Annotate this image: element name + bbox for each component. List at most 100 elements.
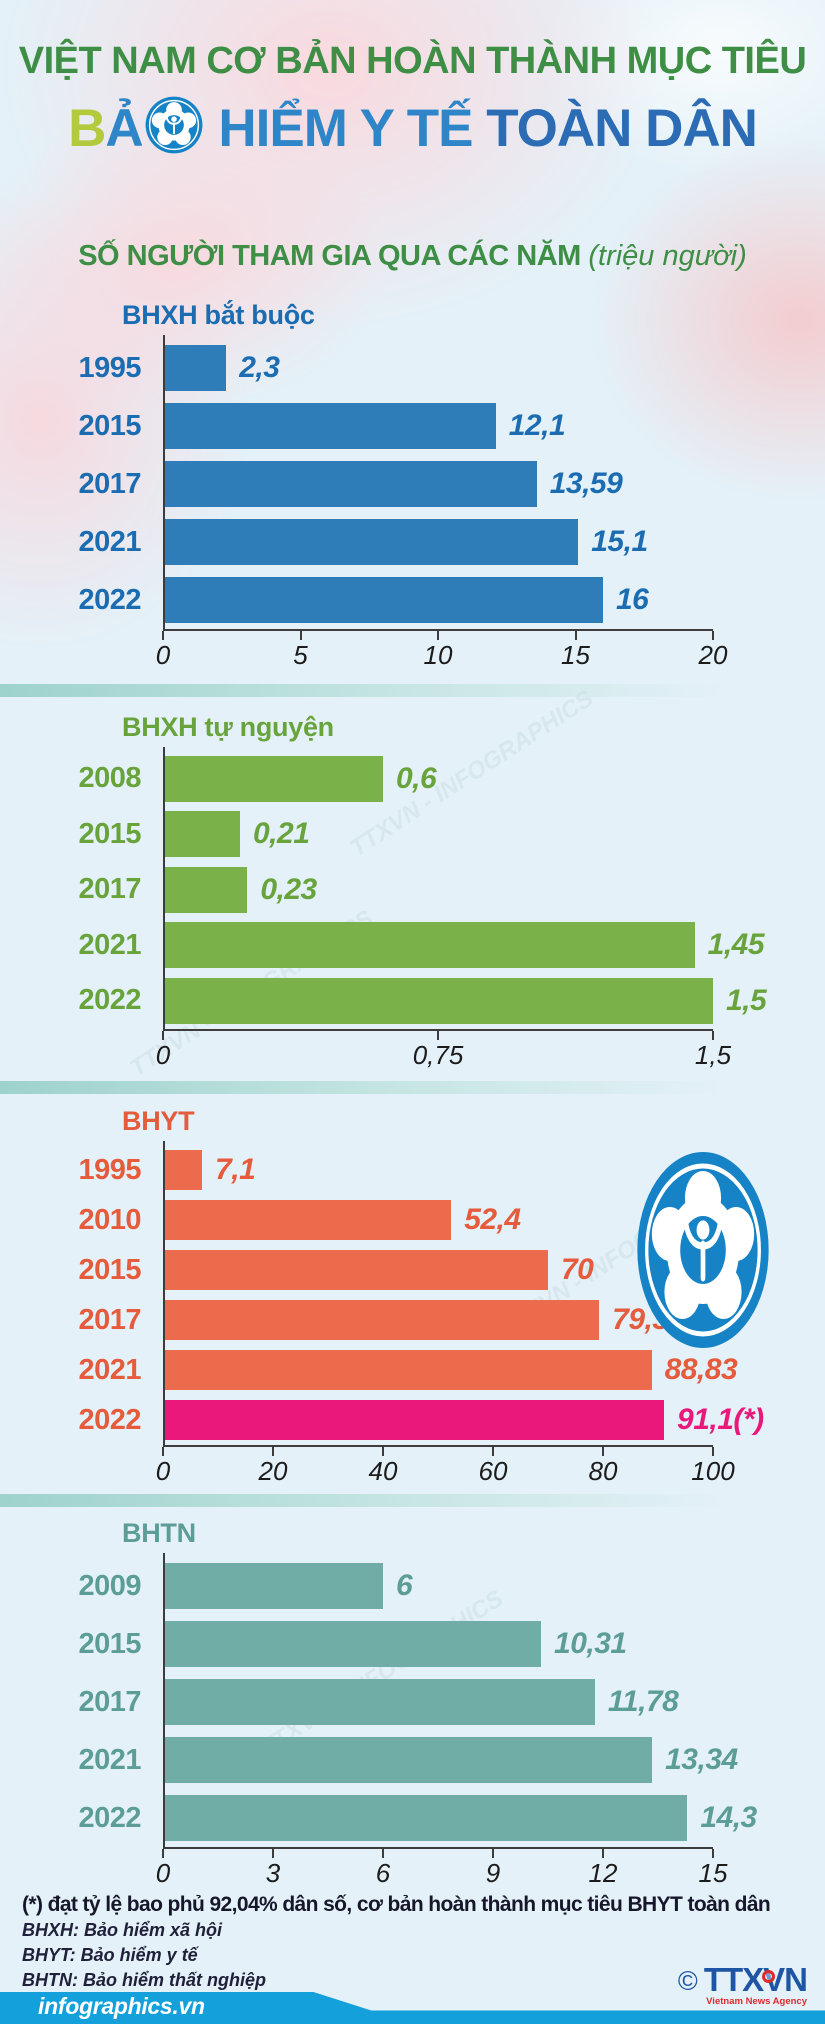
bar: [163, 1795, 688, 1841]
axis-tick: [272, 1447, 274, 1456]
axis-tick-label: 0: [155, 1858, 171, 1888]
axis-tick: [602, 1447, 604, 1456]
axis-tick: [574, 631, 577, 640]
axis-tick-label: 9: [485, 1858, 501, 1888]
chart-row: 2022 91,1(*): [0, 1395, 825, 1445]
abbreviation-bhyt: BHYT: Bảo hiểm y tế: [22, 1945, 198, 1965]
chart-row: 2015 10,31: [0, 1615, 825, 1673]
bar-track: 15,1: [163, 513, 713, 571]
bar: [163, 1563, 383, 1609]
axis-tick: [272, 1849, 274, 1858]
value-label: 13,34: [665, 1743, 738, 1776]
bar: [163, 922, 695, 969]
chart-row: 2021 88,83: [0, 1345, 825, 1395]
bar: [163, 755, 383, 802]
value-label: 2,3: [239, 351, 280, 384]
axis-tick-label: 10: [423, 640, 453, 670]
axis-tick: [602, 1849, 604, 1858]
bar: [163, 1250, 548, 1290]
value-label: 16: [616, 583, 649, 616]
bar-track: 10,31: [163, 1615, 713, 1673]
y-axis-line: [163, 335, 165, 629]
axis-tick-label: 20: [258, 1456, 288, 1486]
bar-track: 79,3: [163, 1295, 713, 1345]
chart-title: BHXH bắt buộc: [122, 300, 315, 330]
axis-tick-label: 80: [588, 1456, 618, 1486]
value-label: 11,78: [607, 1685, 679, 1718]
year-label: 2009: [78, 1569, 141, 1602]
year-label: 2017: [78, 467, 141, 500]
year-label: 2021: [78, 1743, 141, 1776]
bar-track: 88,83: [163, 1345, 738, 1395]
axis-tick-label: 3: [265, 1858, 281, 1888]
chart-row: 2022 14,3: [0, 1789, 825, 1847]
value-label: 0,6: [396, 761, 437, 795]
chart-row: 2017 13,59: [0, 455, 825, 513]
bar: [163, 1300, 600, 1340]
chart-title: BHXH tự nguyện: [122, 712, 334, 742]
value-label: 13,59: [549, 467, 623, 500]
asterisk-footnote: (*) đạt tỷ lệ bao phủ 92,04% dân số, cơ …: [22, 1893, 771, 1916]
chart-bhxh-tu-nguyen: BHXH tự nguyện 2008 0,6 2015 0,21 2017 0,23 20…: [0, 712, 825, 1070]
bar-track: 1,45: [163, 918, 765, 974]
bar: [163, 1350, 652, 1390]
value-label: 1,5: [726, 983, 767, 1017]
bar: [163, 403, 496, 449]
bar-track: 0,21: [163, 807, 713, 863]
bars-area: 2008 0,6 2015 0,21 2017 0,23 2021 1,45 2022 1,5: [0, 747, 825, 1029]
year-label: 2022: [78, 583, 141, 616]
value-label: 1,45: [707, 928, 765, 962]
axis-tick: [712, 1447, 714, 1456]
x-axis: 0 0,75 1,5: [156, 1028, 731, 1070]
axis-tick-label: 20: [698, 640, 728, 670]
bar-track: 13,34: [163, 1731, 738, 1789]
chart-row: 2017 0,23: [0, 862, 825, 918]
globe-icon: [762, 1970, 775, 1983]
year-label: 2021: [78, 928, 141, 961]
year-label: 2017: [78, 1685, 141, 1718]
axis-tick: [162, 1447, 164, 1456]
axis-tick: [382, 1849, 384, 1858]
axis-tick-label: 40: [368, 1456, 398, 1486]
y-axis-line: [163, 1553, 165, 1847]
axis-tick: [162, 631, 164, 640]
axis-tick-label: 5: [293, 640, 308, 670]
abbreviation-bhtn: BHTN: Bảo hiểm thất nghiệp: [22, 1970, 266, 1990]
axis-tick-label: 1,5: [694, 1039, 732, 1070]
year-label: 2021: [78, 1353, 141, 1386]
axis-tick-label: 6: [375, 1858, 391, 1888]
y-axis-line: [163, 747, 165, 1029]
bar: [163, 461, 537, 507]
bar-track: 13,59: [163, 455, 713, 513]
axis-tick-label: 0,75: [412, 1039, 464, 1070]
bar-track: 0,6: [163, 751, 713, 807]
year-label: 2022: [78, 1403, 141, 1436]
axis-tick-label: 15: [698, 1858, 728, 1888]
value-label: 0,21: [253, 817, 310, 851]
chart-row: 2015 0,21: [0, 807, 825, 863]
chart-row: 2009 6: [0, 1557, 825, 1615]
bars-area: 2009 6 2015 10,31 2017 11,78 2021 13,34 2022 14,3: [0, 1553, 825, 1847]
axis-tick: [712, 631, 714, 640]
bar-track: 1,5: [163, 973, 767, 1029]
year-label: 2022: [78, 984, 141, 1017]
bar: [163, 866, 248, 913]
subtitle-unit: (triệu người): [588, 240, 747, 272]
chart-row: 2015 12,1: [0, 397, 825, 455]
abbreviation-list: BHXH: Bảo hiểm xã hội BHYT: Bảo hiểm y t…: [22, 1918, 266, 1993]
bar-track: 2,3: [163, 339, 713, 397]
bar: [163, 1150, 203, 1190]
axis-tick-label: 0: [155, 1456, 171, 1486]
axis-tick-label: 100: [691, 1456, 735, 1486]
subtitle: SỐ NGƯỜI THAM GIA QUA CÁC NĂM (triệu ngư…: [0, 240, 825, 273]
axis-tick: [437, 1030, 439, 1040]
axis-tick-label: 60: [478, 1456, 508, 1486]
axis-tick-label: 0: [155, 1039, 171, 1070]
x-axis: 0 20 40 60 80 100: [156, 1445, 735, 1486]
bar-track: 11,78: [163, 1673, 713, 1731]
bar: [163, 1621, 542, 1667]
bar-track: 91,1(*): [163, 1395, 764, 1445]
chart-title: BHYT: [122, 1106, 195, 1136]
agency-caption: Vietnam News Agency: [706, 1996, 807, 2007]
year-label: 2022: [78, 1801, 141, 1834]
